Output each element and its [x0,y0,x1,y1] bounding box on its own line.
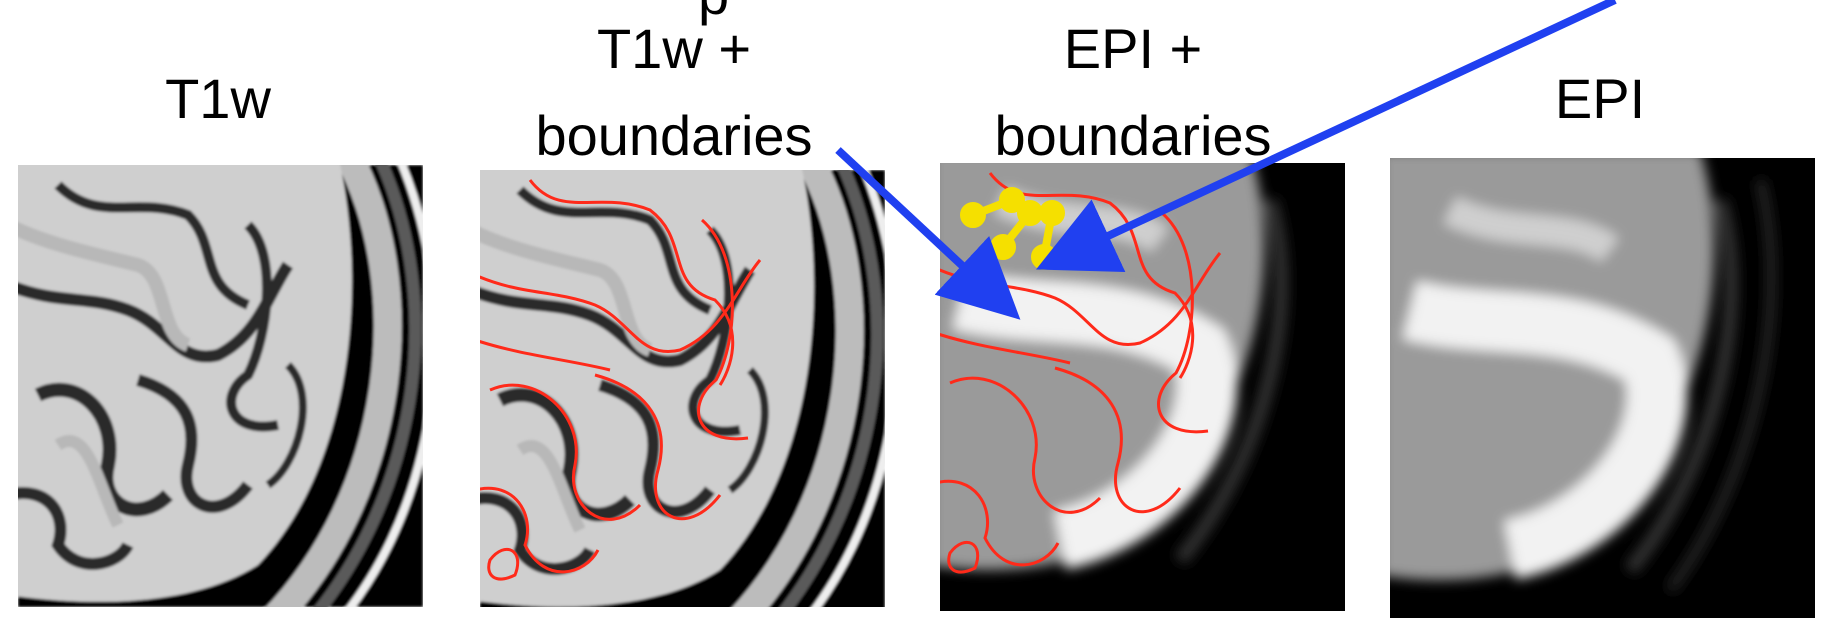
epi-boundary-contours [940,172,1222,574]
t1w-image [8,155,435,640]
panel-title-t1w-boundaries-line1: T1w + [597,17,751,80]
panel-title-epi-boundaries-line1: EPI + [1064,17,1203,80]
panel-epi: EPI [1390,67,1815,618]
panel-title-epi-boundaries-line2: boundaries [994,104,1271,167]
panel-epi-boundaries: EPI + boundaries [940,17,1345,611]
arrow-icon [835,147,1021,320]
panel-title-t1w-boundaries-line2: boundaries [535,104,812,167]
panel-title-t1w: T1w [165,67,271,130]
arrow-icon [1035,0,1617,273]
header-fragment: p [698,0,729,26]
t1w-boundaries-image [480,160,897,640]
epi-image [1390,158,1815,618]
panel-t1w-boundaries: T1w + boundaries [480,17,897,640]
t1w-boundary-contours [480,179,762,581]
panel-t1w: T1w [8,67,435,640]
panel-title-epi: EPI [1555,67,1645,130]
